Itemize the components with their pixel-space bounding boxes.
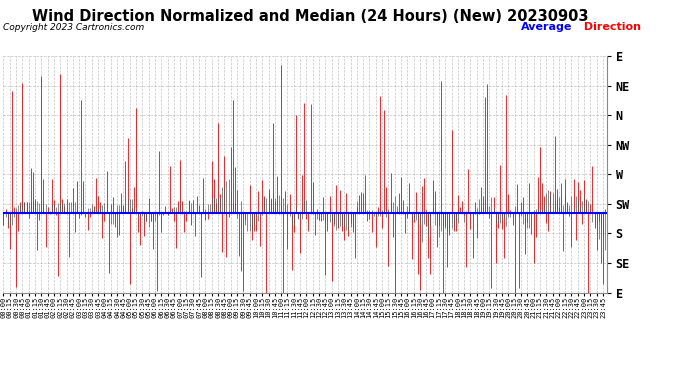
Text: Average: Average [521, 22, 572, 33]
Text: Direction: Direction [580, 22, 640, 33]
Text: Copyright 2023 Cartronics.com: Copyright 2023 Cartronics.com [3, 22, 145, 32]
Text: Wind Direction Normalized and Median (24 Hours) (New) 20230903: Wind Direction Normalized and Median (24… [32, 9, 589, 24]
